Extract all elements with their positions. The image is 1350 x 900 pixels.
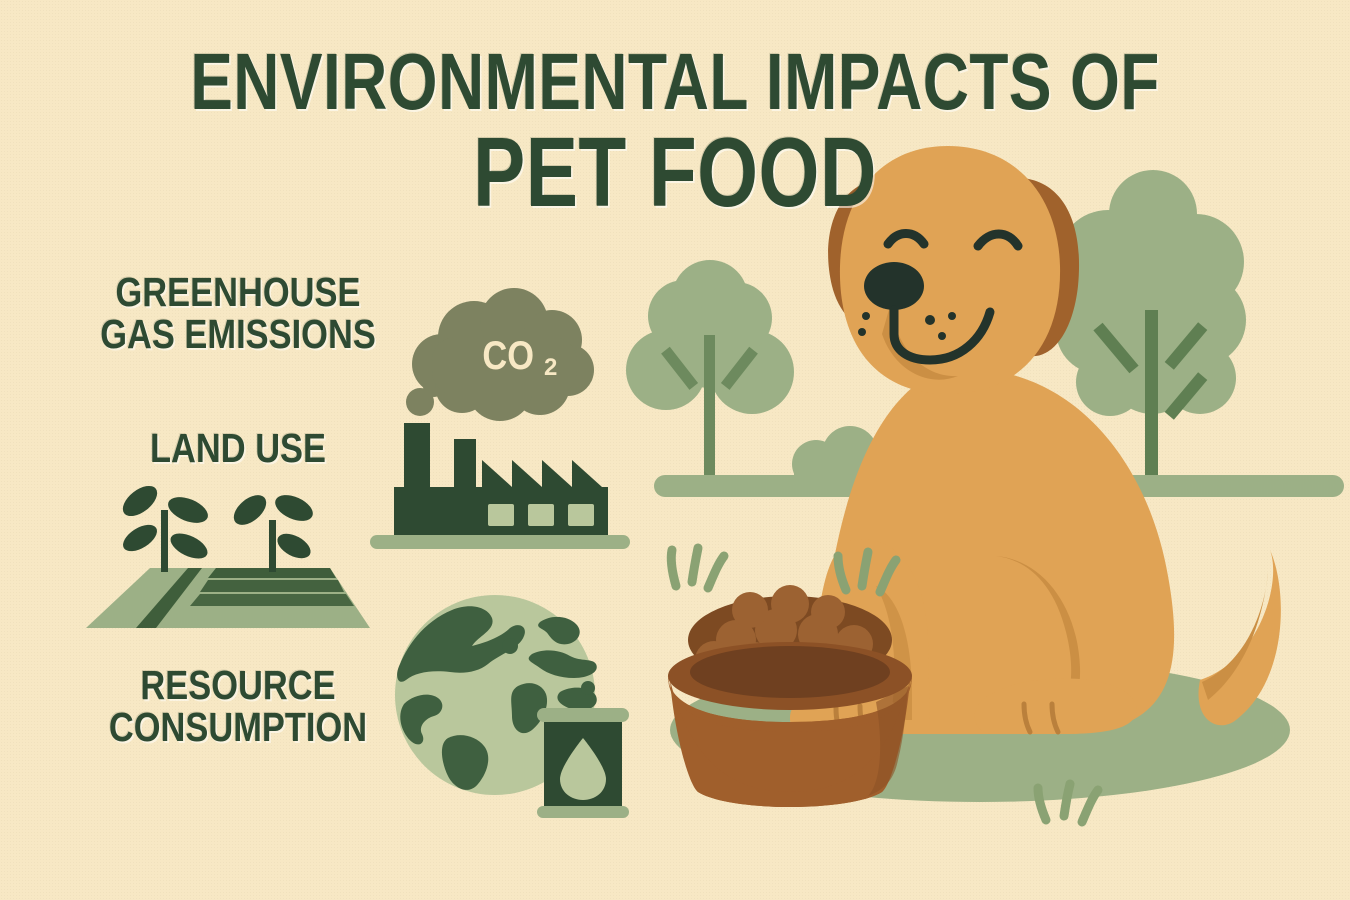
dog-nose — [864, 262, 924, 310]
dog-tail — [1198, 550, 1281, 726]
seedling-left — [122, 485, 208, 572]
water-droplet — [560, 738, 606, 800]
dog-mouth — [889, 305, 995, 365]
tree-right — [1056, 170, 1246, 490]
co2-caption: CO — [482, 333, 534, 378]
dog-head — [828, 146, 1080, 394]
label-land-use: LAND USE — [149, 425, 327, 471]
factory-smokestack-icon: CO 2 — [362, 282, 648, 552]
title-line-1: ENVIRONMENTAL IMPACTS OF — [190, 37, 1160, 126]
dog-eyes — [883, 229, 1023, 251]
grass-tuft-bottom — [1033, 779, 1103, 827]
title-line-2: PET FOOD — [473, 117, 877, 227]
seedlings-field-icon — [78, 468, 378, 633]
label-resource-consumption: RESOURCE CONSUMPTION — [108, 662, 368, 750]
grass-tuft-middle — [833, 547, 901, 597]
globe-water-barrel-icon — [392, 592, 647, 822]
seedling-right — [233, 495, 313, 572]
factory-windows — [488, 504, 594, 526]
water-barrel — [537, 708, 629, 818]
co2-subscript: 2 — [544, 354, 557, 381]
poster-title: ENVIRONMENTAL IMPACTS OF PET FOOD — [0, 37, 1350, 227]
tree-left — [626, 260, 794, 485]
factory-ground-bar — [370, 535, 630, 549]
globe-continents — [397, 606, 597, 790]
dog-freckles — [858, 312, 956, 340]
grass-tuft-left — [666, 543, 729, 593]
dog-scene-illustration — [626, 120, 1350, 900]
dog-food-bowl — [668, 585, 912, 807]
label-greenhouse-gas-emissions: GREENHOUSE GAS EMISSIONS — [100, 269, 376, 357]
dog-rear-paw — [974, 678, 1137, 734]
bowl-body — [668, 676, 912, 807]
